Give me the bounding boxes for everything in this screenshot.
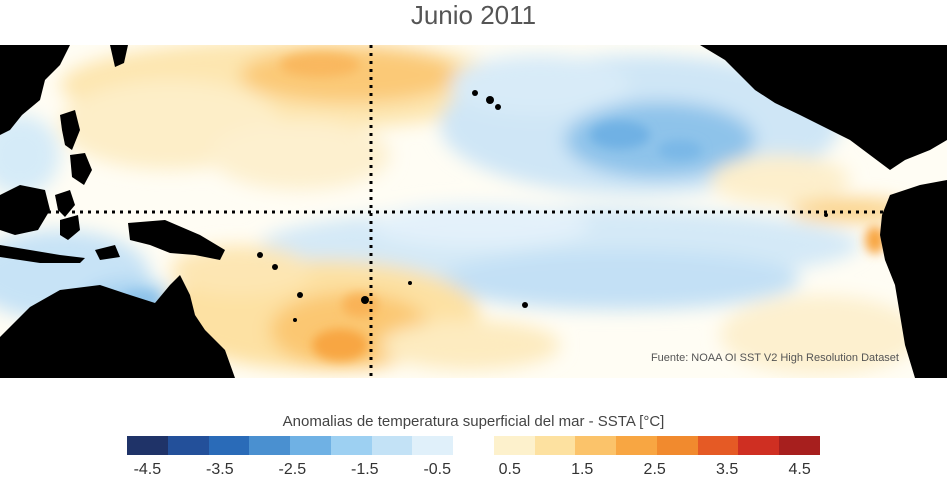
- colorbar-cell: [656, 436, 698, 455]
- colorbar-ticks: -4.5 -3.5 -2.5 -1.5 -0.5 0.5 1.5 2.5 3.5 4.5: [0, 461, 947, 481]
- colorbar-cell: [330, 436, 372, 455]
- ssta-map-canvas: [0, 45, 947, 378]
- colorbar-cell: [697, 436, 739, 455]
- land-masses: [0, 45, 947, 378]
- colorbar-tick-label: -1.5: [350, 461, 379, 478]
- colorbar-cell: [371, 436, 413, 455]
- colorbar-cell: [493, 436, 535, 455]
- colorbar-tick-label: -2.5: [278, 461, 307, 478]
- colorbar-cell: [249, 436, 291, 455]
- colorbar-tick-label: 2.5: [643, 461, 666, 478]
- colorbar-tick-label: 1.5: [571, 461, 594, 478]
- colorbar-cell: [412, 436, 454, 455]
- colorbar-tick-label: 0.5: [498, 461, 521, 478]
- colorbar: [127, 436, 821, 455]
- colorbar-tick-label: -4.5: [133, 461, 162, 478]
- colorbar-cell: [738, 436, 780, 455]
- colorbar-cell: [779, 436, 821, 455]
- map-title: Junio 2011: [410, 0, 537, 30]
- colorbar-tick-label: 4.5: [788, 461, 811, 478]
- colorbar-cell: [290, 436, 331, 455]
- colorbar-cell: [575, 436, 617, 455]
- colorbar-label: Anomalias de temperatura superficial del…: [282, 413, 665, 430]
- colorbar-cell: [208, 436, 250, 455]
- data-source-credit: Fuente: NOAA OI SST V2 High Resolution D…: [650, 352, 899, 364]
- colorbar-tick-label: 3.5: [716, 461, 739, 478]
- colorbar-cell: [167, 436, 209, 455]
- colorbar-cell: [616, 436, 657, 455]
- colorbar-cell: [534, 436, 576, 455]
- colorbar-cell: [453, 436, 494, 455]
- colorbar-cell: [127, 436, 168, 455]
- ssta-map: Fuente: NOAA OI SST V2 High Resolution D…: [0, 45, 947, 378]
- colorbar-tick-label: -0.5: [423, 461, 452, 478]
- colorbar-tick-label: -3.5: [206, 461, 234, 478]
